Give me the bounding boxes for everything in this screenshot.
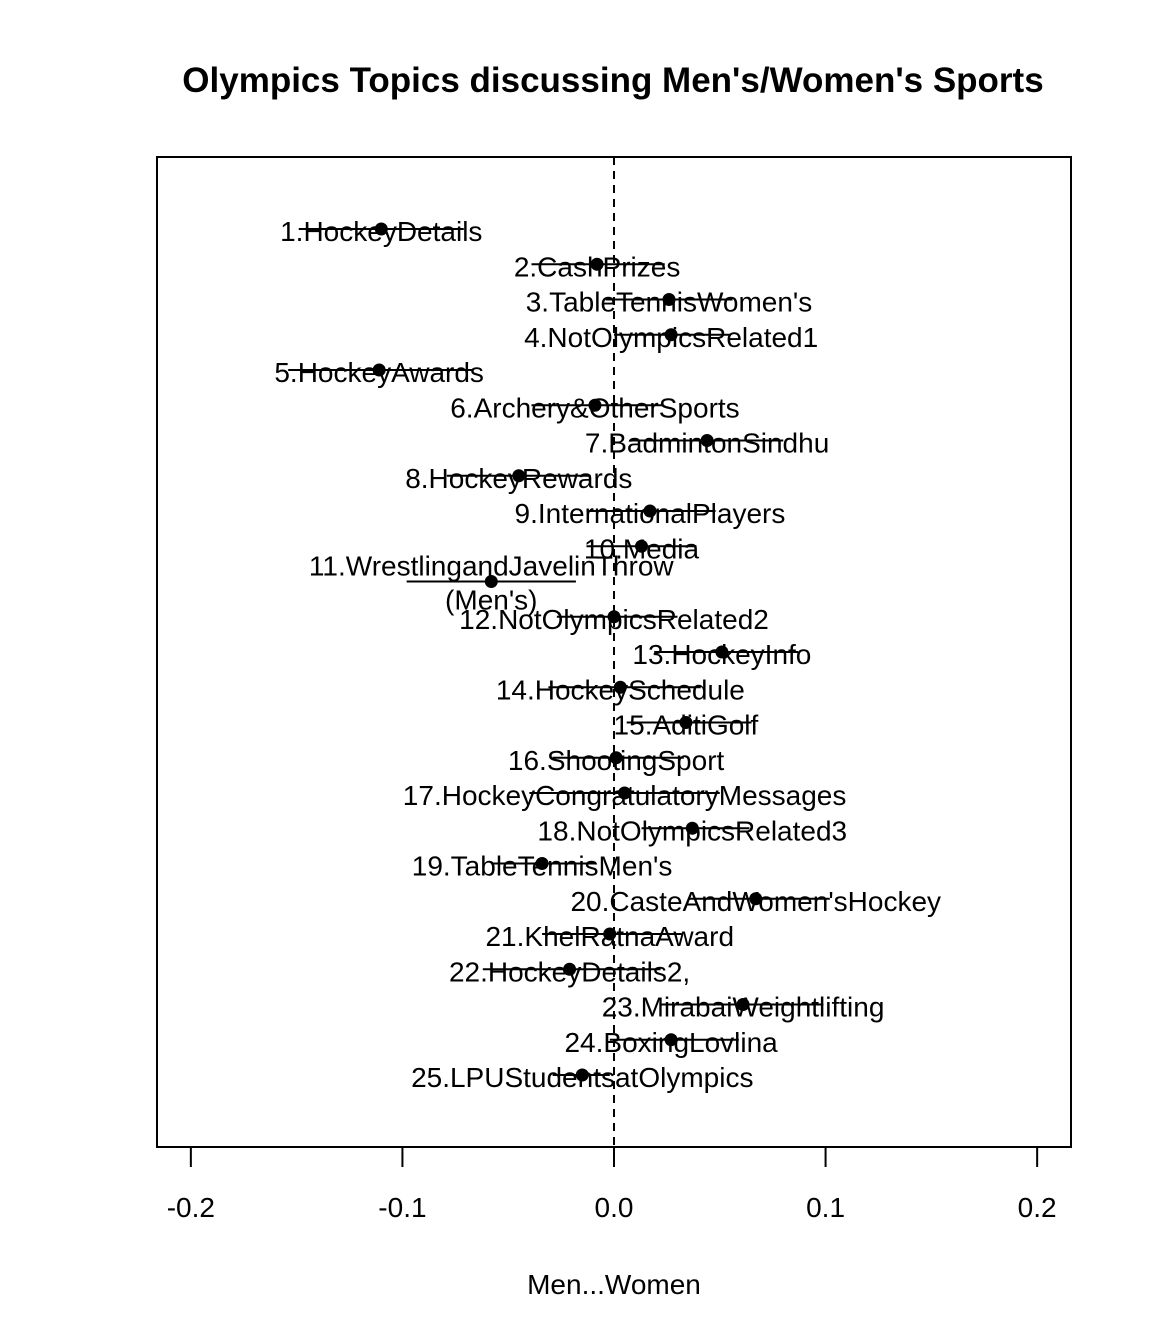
topic-label: 2.CashPrizes [514,251,681,282]
topic-label: 18.NotOlympicsRelated3 [537,815,847,846]
point-estimate [749,892,763,906]
point-estimate [512,469,526,483]
topic-row: 4.NotOlympicsRelated1 [524,322,818,353]
topic-label: 24.BoxingLovlina [564,1027,778,1058]
point-estimate [607,610,621,624]
topic-label: 10.Media [584,533,700,564]
topic-row: 9.InternationalPlayers [515,498,786,529]
x-tick-label: -0.2 [167,1192,215,1223]
topic-row: 8.HockeyRewards [405,463,632,494]
topic-row: 11.WrestlingandJavelinThrow (Men's) [309,551,674,616]
point-estimate [603,927,617,941]
x-tick-label: -0.1 [378,1192,426,1223]
x-tick-label: 0.1 [806,1192,845,1223]
topic-row: 24.BoxingLovlina [564,1027,778,1058]
topic-label: 23.MirabaiWeightlifting [602,992,885,1023]
topic-label: 20.CasteAndWomen'sHockey [570,886,941,917]
point-estimate [374,222,388,236]
topic-label: 15.AditiGolf [614,710,759,741]
point-estimate [372,363,386,377]
topic-label: 12.NotOlympicsRelated2 [459,604,769,635]
point-estimate [535,857,549,870]
topic-label: 8.HockeyRewards [405,463,632,494]
topic-row: 5.HockeyAwards [274,357,484,388]
topic-row: 17.HockeyCongratulatoryMessages [403,780,847,811]
topic-label: 16.ShootingSport [508,745,725,776]
point-estimate [575,1068,589,1082]
topic-label: 19.TableTennisMen's [412,851,673,882]
point-estimate [609,751,623,765]
point-estimate [635,539,649,553]
point-estimate [618,786,632,800]
topic-label: 11.WrestlingandJavelinThrow (Men's) [309,551,674,616]
topic-label: 21.KhelRatnaAward [485,921,734,952]
point-estimate [643,504,657,518]
topic-row: 14.HockeySchedule [496,674,745,705]
point-estimate [736,998,750,1011]
topic-row: 7.BadmintonSindhu [585,428,829,459]
topic-row: 10.Media [584,533,700,564]
x-tick-label: 0.0 [595,1192,634,1223]
point-estimate [484,575,498,588]
topic-label: 5.HockeyAwards [274,357,484,388]
point-estimate [662,293,676,306]
topic-row: 19.TableTennisMen's [412,851,673,882]
topic-row: 21.KhelRatnaAward [485,921,734,952]
topic-row: 16.ShootingSport [508,745,725,776]
point-estimate [700,434,714,447]
topic-label: 7.BadmintonSindhu [585,428,829,459]
x-axis-title: Men...Women [527,1269,701,1300]
point-estimate [588,398,602,412]
topic-row: 25.LPUStudentsatOlympics [411,1062,753,1093]
point-estimate [664,328,678,342]
plot-content: 1.HockeyDetails 2.CashPrizes 3.TableTennis… [274,157,941,1147]
topic-label: 6.Archery&OtherSports [450,392,739,423]
topic-row: 13.HockeyInfo [632,639,811,670]
x-tick-label: 0.2 [1018,1192,1057,1223]
topic-row: 18.NotOlympicsRelated3 [537,815,847,846]
topic-row: 12.NotOlympicsRelated2 [459,604,769,635]
topic-label: 14.HockeySchedule [496,674,745,705]
point-estimate [664,1033,678,1047]
topic-label: 4.NotOlympicsRelated1 [524,322,818,353]
point-estimate [715,645,729,659]
topic-label: 22.HockeyDetails2, [449,956,690,987]
topic-label: 13.HockeyInfo [632,639,811,670]
topic-label: 17.HockeyCongratulatoryMessages [403,780,847,811]
point-estimate [590,257,604,271]
topic-row: 1.HockeyDetails [280,216,482,247]
point-estimate [563,962,577,976]
chart-title: Olympics Topics discussing Men's/Women's… [182,61,1043,100]
topic-row: 15.AditiGolf [614,710,759,741]
topic-row: 23.MirabaiWeightlifting [602,992,885,1023]
topic-label: 25.LPUStudentsatOlympics [411,1062,753,1093]
topic-label: 3.TableTennisWomen's [526,287,813,318]
point-estimate [685,821,699,835]
topic-row: 2.CashPrizes [514,251,681,282]
topic-row: 20.CasteAndWomen'sHockey [570,886,941,917]
topic-row: 22.HockeyDetails2, [449,956,690,987]
point-estimate [679,716,693,729]
topic-label: 1.HockeyDetails [280,216,482,247]
topic-row: 3.TableTennisWomen's [526,287,813,318]
topic-row: 6.Archery&OtherSports [450,392,739,423]
point-estimate [613,680,627,694]
topic-label: 9.InternationalPlayers [515,498,786,529]
x-axis: -0.2 -0.1 0.0 0.1 0.2 [167,1146,1057,1223]
